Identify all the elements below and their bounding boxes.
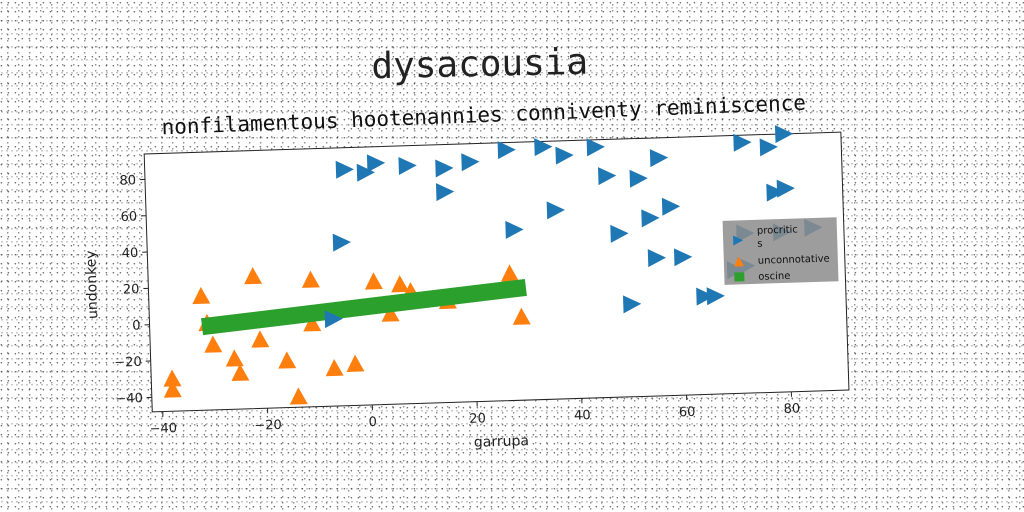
blue-triangle-point	[647, 249, 667, 268]
y-tick-label: −20	[114, 355, 142, 371]
chart-title: nonfilamentous hootenannies conniventy r…	[161, 91, 806, 140]
orange-triangle-point	[381, 304, 400, 322]
y-axis-label: undonkey	[83, 250, 101, 319]
x-tick-label: 0	[368, 415, 377, 430]
blue-triangle-point	[641, 209, 660, 228]
y-tick-label: −40	[115, 391, 143, 407]
blue-triangle-point	[610, 224, 629, 243]
orange-triangle-point	[278, 351, 297, 369]
orange-triangle-point	[303, 314, 322, 332]
x-tick-label: −20	[254, 418, 282, 434]
blue-triangle-point	[696, 287, 715, 306]
orange-triangle-point	[391, 275, 410, 293]
blue-triangle-point	[398, 156, 417, 175]
orange-triangle-point	[163, 380, 182, 398]
blue-triangle-point	[586, 138, 605, 157]
legend-label-unconnotative: unconnotative	[758, 254, 830, 267]
blue-triangle-point	[649, 149, 669, 168]
orange-triangle-point	[364, 272, 383, 290]
orange-triangle-point	[231, 363, 250, 382]
blue-triangle-point	[622, 295, 642, 314]
axes-frame	[143, 131, 850, 413]
blue-triangle-point	[497, 141, 516, 160]
chart-suptitle: dysacousia	[371, 42, 589, 88]
x-tick-label: 80	[783, 402, 800, 418]
blue-triangle-point	[324, 310, 343, 329]
blue-triangle-point	[534, 138, 553, 157]
blue-triangle-point	[356, 163, 375, 182]
legend-marker-oscine	[734, 272, 745, 282]
legend-label-procritic-line1: procritic	[757, 225, 798, 237]
orange-triangle-point	[251, 330, 270, 348]
blue-triangle-point	[759, 138, 778, 157]
blue-triangle-point	[435, 159, 454, 178]
orange-triangle-point	[301, 270, 320, 288]
orange-triangle-point	[500, 264, 519, 282]
orange-triangle-point	[204, 335, 223, 353]
legend-label-procritic-line2: s	[757, 239, 763, 250]
blue-triangle-point	[766, 183, 785, 202]
blue-triangle-point	[661, 197, 681, 216]
y-axis-ticks: −40 −20 0 20 40 60 80	[114, 173, 152, 407]
y-tick-label: 20	[123, 282, 140, 298]
y-tick-label: 0	[132, 318, 141, 333]
legend: procritic s unconnotative oscine	[722, 217, 839, 285]
blue-triangle-point	[366, 154, 386, 173]
x-axis-label: garrupa	[474, 433, 530, 451]
y-tick-label: 40	[122, 246, 139, 262]
blue-triangle-point	[776, 179, 795, 198]
blue-triangle-point	[629, 169, 648, 188]
legend-marker-procritic	[733, 235, 744, 246]
blue-triangle-point	[774, 125, 794, 144]
x-axis-ticks: −40 −20 0 20 40 60 80	[149, 391, 800, 437]
x-tick-label: 60	[679, 405, 696, 421]
orange-triangle-point	[163, 369, 182, 387]
blue-triangle-point	[555, 146, 574, 165]
y-tick-label: 60	[120, 210, 137, 226]
blue-triangle-point	[461, 153, 480, 172]
orange-triangle-point	[512, 307, 531, 325]
y-tick-label: 80	[119, 173, 136, 189]
legend-marker-unconnotative	[734, 256, 745, 267]
orange-triangle-point	[346, 354, 365, 372]
blue-triangle-point	[332, 233, 351, 252]
blue-triangle-point	[706, 287, 725, 306]
orange-triangle-point	[225, 349, 244, 367]
green-band	[201, 278, 527, 336]
blue-triangle-point	[546, 201, 565, 220]
x-tick-label: −40	[149, 421, 177, 437]
legend-box	[722, 217, 839, 285]
blue-triangle-point	[505, 220, 524, 239]
orange-triangle-point	[192, 286, 211, 305]
legend-label-oscine: oscine	[758, 271, 790, 283]
orange-triangle-point	[244, 267, 263, 285]
x-tick-label: 40	[574, 408, 591, 424]
blue-triangle-point	[733, 133, 752, 152]
blue-triangle-point	[435, 183, 455, 202]
orange-triangle-point	[325, 358, 344, 377]
orange-triangle-point	[289, 387, 308, 405]
blue-triangle-point	[673, 248, 693, 267]
blue-triangle-point	[597, 167, 617, 186]
plot-marks	[163, 125, 823, 405]
x-tick-label: 20	[469, 411, 486, 427]
blue-triangle-point	[335, 160, 354, 179]
